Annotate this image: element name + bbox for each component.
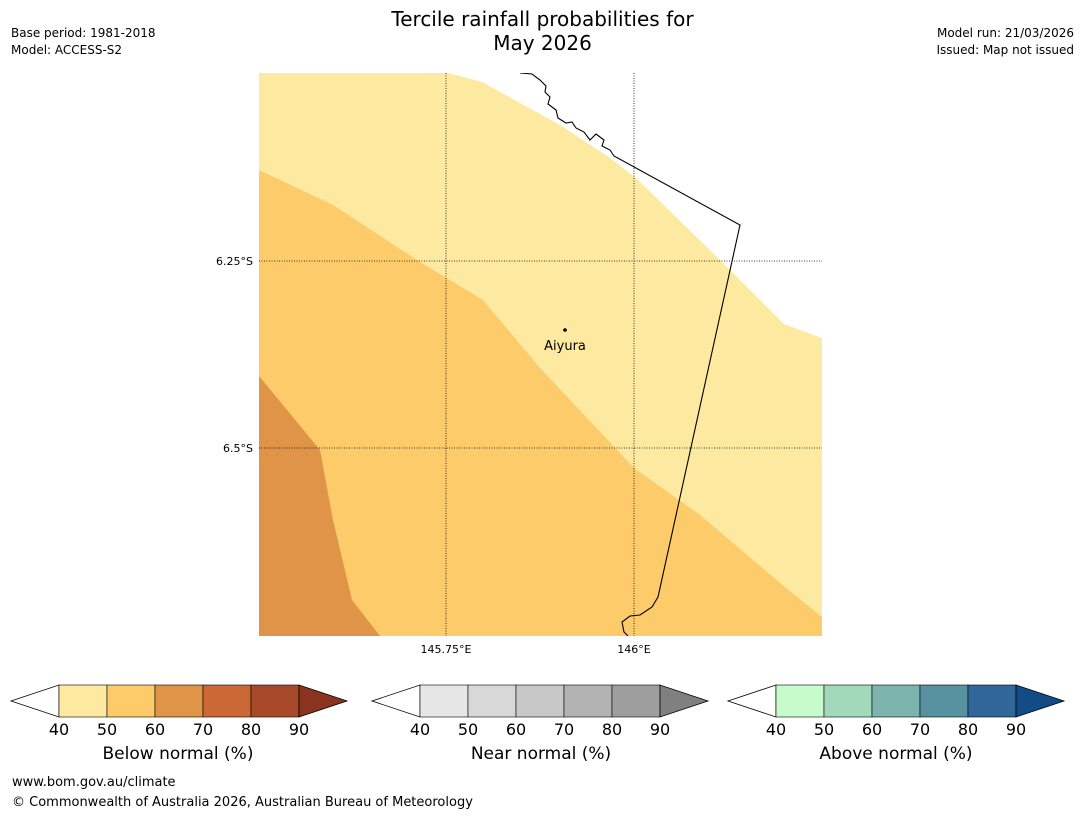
colorbar-tick-label: 90 <box>1006 720 1026 739</box>
colorbar-tick-label: 40 <box>766 720 786 739</box>
colorbar-tick-label: 60 <box>506 720 526 739</box>
colorbar-tick-label: 90 <box>289 720 309 739</box>
colorbar-below: 40 50 60 70 80 90 <box>9 684 349 739</box>
title-line-2: May 2026 <box>493 31 592 55</box>
issued-text: Issued: Map not issued <box>936 43 1074 57</box>
colorbar-tick-label: 70 <box>554 720 574 739</box>
colorbar-tick-label: 80 <box>958 720 978 739</box>
colorbar-tick-label: 50 <box>458 720 478 739</box>
colorbar-tick-label: 40 <box>410 720 430 739</box>
title-line-1: Tercile rainfall probabilities for <box>391 7 694 31</box>
colorbar-segment <box>106 684 156 718</box>
colorbar-segment <box>58 684 108 718</box>
colorbar-segment <box>154 684 204 718</box>
colorbar-tick-label: 40 <box>49 720 69 739</box>
colorbar-segment <box>419 684 469 718</box>
boundary-line <box>519 73 741 636</box>
colorbar-tick-label: 50 <box>814 720 834 739</box>
model-info: Base period: 1981-2018 Model: ACCESS-S2 <box>11 25 156 59</box>
colorbar-tick-label: 50 <box>97 720 117 739</box>
place-marker <box>563 328 567 332</box>
colorbar-extend-low <box>370 684 421 718</box>
legend-group: 40 50 60 70 80 90 40 50 60 70 80 90 40 50 60 70 80 90 <box>9 684 1066 739</box>
colorbar-segment <box>823 684 873 718</box>
footer-url[interactable]: www.bom.gov.au/climate <box>12 775 176 790</box>
colorbar-tick-label: 70 <box>910 720 930 739</box>
legend-title-above: Above normal (%) <box>819 744 973 764</box>
colorbar-segment <box>919 684 969 718</box>
lat-label-6-25: 6.25°S <box>216 255 253 268</box>
colorbar-extend-high <box>298 684 349 718</box>
probability-zone-50-60 <box>259 170 822 636</box>
colorbar-tick-label: 60 <box>862 720 882 739</box>
colorbar-segment <box>611 684 661 718</box>
legend-title-below: Below normal (%) <box>102 744 254 764</box>
lon-label-145-75: 145.75°E <box>421 643 472 656</box>
no-data-area <box>448 73 822 338</box>
map-title: Tercile rainfall probabilities for May 2… <box>0 7 1085 55</box>
colorbar-tick-label: 90 <box>650 720 670 739</box>
legend-title-near: Near normal (%) <box>470 744 612 764</box>
run-info: Model run: 21/03/2026 Issued: Map not is… <box>936 25 1074 59</box>
colorbar-tick-label: 60 <box>145 720 165 739</box>
colorbar-segment <box>967 684 1017 718</box>
colorbar-segment <box>775 684 825 718</box>
footer-copyright: © Commonwealth of Australia 2026, Austra… <box>12 795 473 810</box>
colorbar-extend-high <box>1015 684 1066 718</box>
colorbar-segment <box>467 684 517 718</box>
colorbar-extend-low <box>726 684 777 718</box>
colorbar-near: 40 50 60 70 80 90 <box>370 684 710 739</box>
lon-label-146: 146°E <box>617 643 650 656</box>
model-text: Model: ACCESS-S2 <box>11 43 123 57</box>
colorbar-extend-low <box>9 684 60 718</box>
colorbar-tick-label: 80 <box>241 720 261 739</box>
lat-label-6-5: 6.5°S <box>223 442 253 455</box>
colorbar-tick-label: 80 <box>602 720 622 739</box>
colorbar-segment <box>563 684 613 718</box>
colorbar-segment <box>515 684 565 718</box>
colorbar-tick-label: 70 <box>193 720 213 739</box>
map-area <box>259 73 822 636</box>
model-run-text: Model run: 21/03/2026 <box>936 26 1074 40</box>
colorbar-extend-high <box>659 684 710 718</box>
colorbar-segment <box>202 684 252 718</box>
place-label: Aiyura <box>544 339 586 354</box>
probability-zone-60-70 <box>259 376 380 636</box>
colorbar-segment <box>871 684 921 718</box>
base-period-text: Base period: 1981-2018 <box>11 26 156 40</box>
colorbar-above: 40 50 60 70 80 90 <box>726 684 1066 739</box>
colorbar-segment <box>250 684 300 718</box>
